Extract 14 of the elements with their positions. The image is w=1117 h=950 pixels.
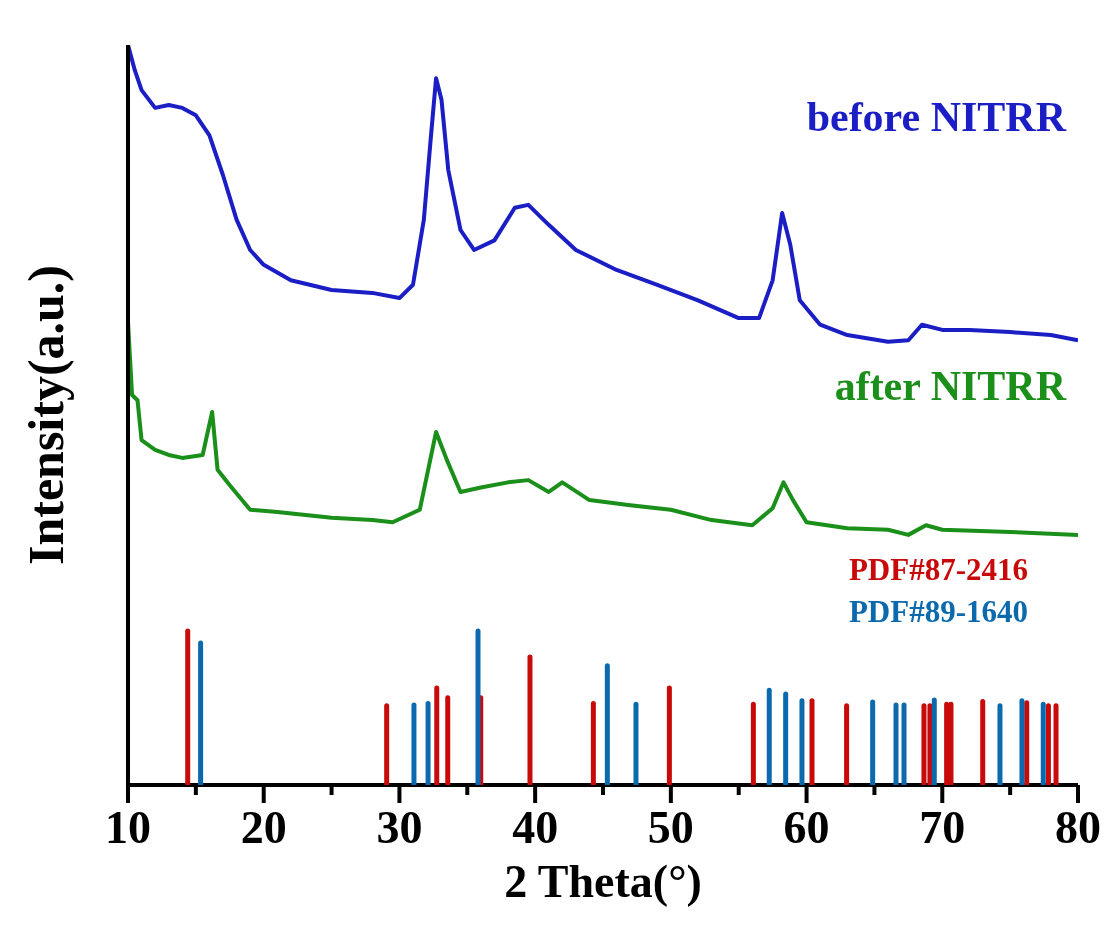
x-tick-label: 80 — [1055, 802, 1101, 853]
x-tick-label: 10 — [105, 802, 151, 853]
x-axis-title: 2 Theta(°) — [504, 855, 702, 908]
x-tick-label: 70 — [919, 802, 966, 853]
x-tick-label: 30 — [376, 802, 423, 853]
text: after NITRR — [834, 362, 1066, 411]
series-label: before NITRR — [806, 92, 1066, 141]
x-tick-label: 40 — [512, 802, 559, 853]
y-axis-title: Intensity(a.u.) — [17, 264, 75, 566]
x-tick-label: 60 — [783, 802, 830, 853]
text: PDF#87-2416 — [848, 551, 1028, 590]
text: PDF#89-1640 — [848, 593, 1028, 632]
x-tick-label: 20 — [240, 802, 287, 853]
x-tick-label: 50 — [647, 802, 694, 853]
